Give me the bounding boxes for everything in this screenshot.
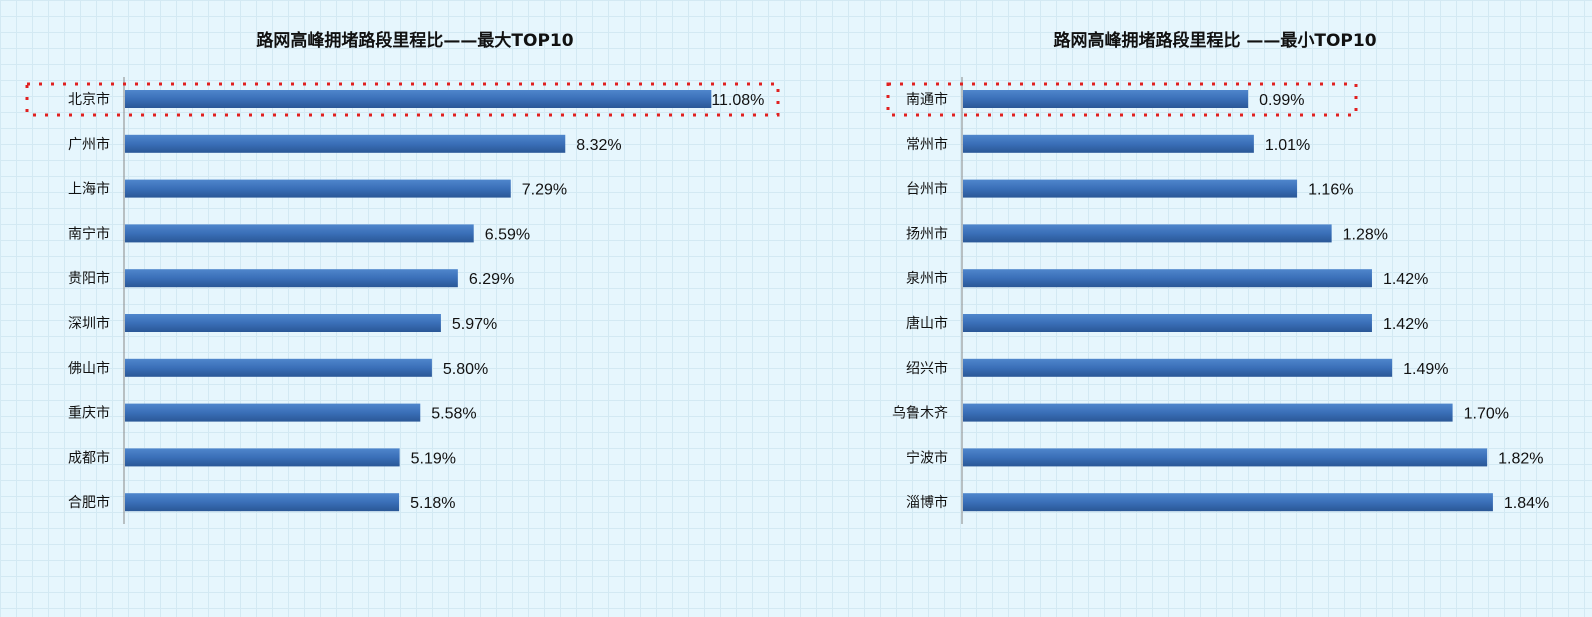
category-label: 成都市 [68, 449, 110, 466]
category-label: 宁波市 [906, 449, 948, 466]
bar [963, 269, 1372, 288]
data-label: 1.16% [1308, 182, 1353, 199]
bar [125, 403, 421, 422]
category-label: 北京市 [68, 91, 110, 108]
data-label: 5.80% [443, 361, 488, 378]
category-label: 佛山市 [68, 360, 110, 377]
category-label: 绍兴市 [906, 360, 948, 377]
data-label: 7.29% [522, 182, 567, 199]
bar [963, 224, 1332, 243]
bar [963, 134, 1254, 153]
bar [125, 358, 432, 377]
data-label: 1.42% [1383, 271, 1428, 288]
bar [963, 179, 1298, 198]
category-label: 南通市 [906, 91, 948, 108]
data-label: 1.42% [1383, 316, 1428, 333]
highlight-box [886, 82, 1358, 117]
data-label: 6.29% [469, 271, 514, 288]
data-label: 8.32% [576, 137, 621, 154]
chart-title-max: 路网高峰拥堵路段里程比——最大TOP10 [256, 30, 573, 51]
data-label: 1.28% [1343, 226, 1388, 243]
bar [963, 403, 1453, 422]
data-label: 1.70% [1464, 406, 1509, 423]
category-label: 贵阳市 [68, 270, 110, 287]
chart-title-min: 路网高峰拥堵路段里程比 ——最小TOP10 [1053, 30, 1376, 51]
category-label: 广州市 [68, 136, 110, 153]
data-label: 5.97% [452, 316, 497, 333]
bar [125, 179, 511, 198]
data-label: 1.84% [1504, 495, 1549, 512]
category-label: 泉州市 [906, 270, 948, 287]
category-label: 唐山市 [906, 315, 948, 332]
category-label: 常州市 [906, 136, 948, 153]
data-label: 1.01% [1265, 137, 1310, 154]
bar [963, 358, 1393, 377]
category-label: 台州市 [906, 181, 948, 198]
data-label: 6.59% [485, 226, 530, 243]
bar [963, 90, 1249, 108]
category-label: 南宁市 [68, 225, 110, 242]
data-label: 11.08% [711, 92, 764, 109]
data-label: 5.18% [410, 495, 455, 512]
bar [963, 448, 1488, 467]
data-label: 5.58% [431, 406, 476, 423]
bar [125, 90, 712, 108]
bar [125, 269, 458, 288]
category-label: 上海市 [68, 181, 110, 198]
data-label: 5.19% [411, 450, 456, 467]
bar [125, 224, 474, 243]
category-label: 淄博市 [906, 494, 948, 511]
bar [125, 493, 400, 512]
bar [963, 493, 1493, 512]
category-label: 深圳市 [68, 315, 110, 332]
category-label: 合肥市 [68, 494, 110, 511]
bar [125, 134, 566, 153]
bar [125, 448, 400, 467]
data-label: 0.99% [1259, 92, 1304, 109]
category-label: 扬州市 [906, 225, 948, 242]
category-label: 重庆市 [68, 405, 110, 422]
highlight-box [25, 82, 780, 117]
data-label: 1.82% [1498, 450, 1543, 467]
bar [125, 314, 441, 332]
category-label: 乌鲁木齐 [892, 406, 948, 422]
data-label: 1.49% [1403, 361, 1448, 378]
bar [963, 314, 1372, 332]
